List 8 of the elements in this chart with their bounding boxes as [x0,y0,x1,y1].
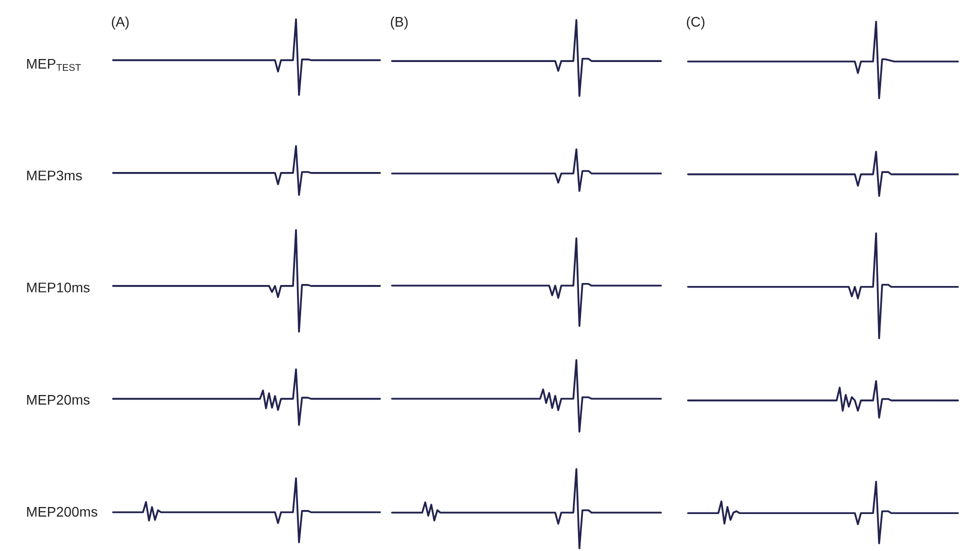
chart-title: (A) [112,16,129,30]
chart-title: (B) [390,16,408,30]
y-axis-title: MEP200ms [27,506,98,517]
y-axis-title: MEP$_{TEST}$ [27,59,81,71]
y-axis-title: MEP10ms [27,282,90,292]
y-axis-title: MEP20ms [27,394,90,405]
chart-title: (C) [686,16,704,30]
y-axis-title: MEP3ms [27,170,82,180]
